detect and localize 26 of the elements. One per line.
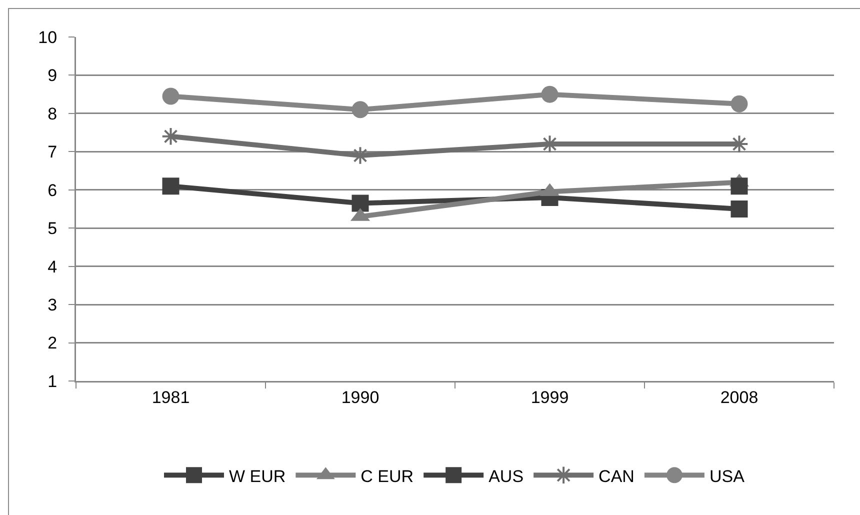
y-tick-label: 6 <box>48 180 58 200</box>
legend-label: USA <box>709 466 746 486</box>
point <box>162 88 180 105</box>
x-tick-label: 1999 <box>530 388 569 407</box>
y-tick-label: 8 <box>48 104 58 124</box>
point <box>162 178 180 195</box>
point <box>541 86 558 103</box>
y-tick-label: 5 <box>48 219 58 238</box>
point <box>352 101 369 118</box>
legend-label: W EUR <box>229 466 286 486</box>
y-tick-label: 2 <box>48 334 58 353</box>
y-tick-label: 7 <box>48 142 58 162</box>
point <box>730 95 748 112</box>
y-tick-label: 3 <box>48 296 58 315</box>
y-tick-label: 9 <box>48 66 58 86</box>
legend-label: C EUR <box>360 466 414 486</box>
x-tick-label: 1990 <box>341 388 380 407</box>
legend-label: CAN <box>598 466 634 486</box>
point <box>352 194 369 212</box>
y-tick-label: 10 <box>38 28 58 47</box>
y-tick-label: 1 <box>48 372 58 391</box>
x-tick-label: 1981 <box>152 388 190 407</box>
point <box>730 200 748 218</box>
x-tick-label: 2008 <box>720 388 758 407</box>
legend-label: AUS <box>488 466 524 486</box>
y-tick-label: 4 <box>48 257 58 276</box>
